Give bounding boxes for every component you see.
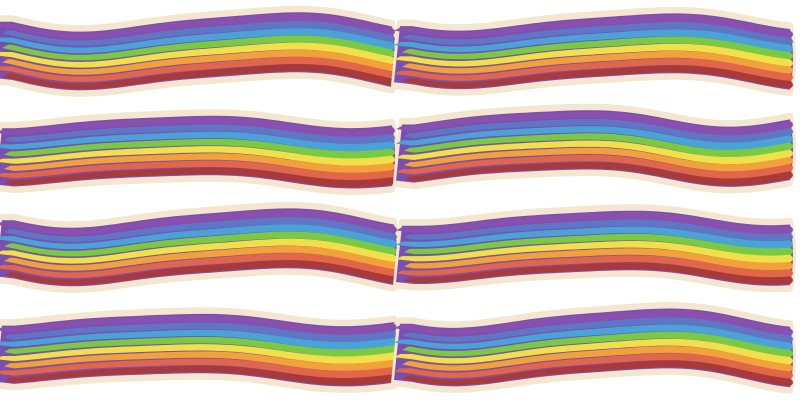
ribbon-stripe xyxy=(396,226,793,249)
rainbow-ribbon-2 xyxy=(391,6,796,97)
ribbon-stripe xyxy=(4,336,397,357)
ribbon-stripe xyxy=(2,49,395,75)
ribbon-stripe xyxy=(402,50,793,75)
ribbon-stripe xyxy=(0,42,395,68)
ribbon-stripe xyxy=(0,160,395,181)
ribbon-stripe xyxy=(4,231,397,257)
ribbon-stripe xyxy=(394,338,793,365)
rainbow-ribbon-7 xyxy=(0,307,400,393)
ribbon-stripe xyxy=(404,262,793,285)
rainbow-ribbon-1 xyxy=(0,5,398,97)
ribbon-stripe xyxy=(0,117,395,137)
ribbon-stripe xyxy=(4,245,397,271)
ribbon-stripe xyxy=(402,317,793,343)
ribbon-stripe xyxy=(394,43,793,67)
ribbon-stripe xyxy=(0,315,397,335)
ribbon-stripe xyxy=(396,212,793,235)
ribbon-stripe xyxy=(396,140,793,165)
ribbon-stripe xyxy=(4,124,395,145)
ribbon-stripe xyxy=(0,146,395,166)
ribbon-stripe xyxy=(2,64,395,90)
ribbon-stripe xyxy=(404,233,793,256)
ribbon-stripe xyxy=(0,209,397,235)
ribbon-stripe xyxy=(404,147,793,172)
ribbon-stripe xyxy=(0,28,395,54)
ribbon-stripe xyxy=(0,13,395,39)
ribbon-stripe xyxy=(396,255,793,278)
ribbon-stripe xyxy=(396,126,793,150)
ribbon-stripe xyxy=(402,65,793,89)
ribbon-stripe xyxy=(396,111,793,136)
ribbon-stripe xyxy=(402,346,793,372)
ribbon-stripe xyxy=(0,224,397,250)
ribbon-stripe xyxy=(394,310,793,336)
ribbon-stripe xyxy=(394,353,793,379)
ribbon-stripe xyxy=(2,35,395,61)
ribbon-stripe xyxy=(396,240,793,264)
ribbon-stripe xyxy=(0,358,397,379)
ribbon-stripe xyxy=(4,138,395,159)
ribbon-stripe xyxy=(2,20,395,46)
ribbon-stripe xyxy=(0,253,397,279)
ribbon-stripe xyxy=(404,248,793,271)
ribbon-stripe xyxy=(4,322,397,343)
ribbon-stripe xyxy=(394,58,793,82)
ribbon-stripe xyxy=(394,324,793,351)
ribbon-stripe xyxy=(4,365,397,386)
ribbon-stripe xyxy=(402,331,793,358)
ribbon-stripe xyxy=(404,133,793,157)
ribbon-stripe xyxy=(4,260,397,286)
rainbow-ribbon-8 xyxy=(391,302,796,394)
ribbon-stripe xyxy=(394,29,793,53)
ribbon-stripe xyxy=(0,329,397,350)
ribbon-stripe xyxy=(4,153,395,173)
ribbon-stripe xyxy=(0,344,397,364)
ribbon-stripe xyxy=(402,22,793,46)
ribbon-stripe xyxy=(404,162,793,186)
ribbon-stripe xyxy=(404,118,793,143)
ribbon-stripe xyxy=(0,238,397,264)
ribbon-stripe xyxy=(0,56,395,82)
rainbow-ribbon-6 xyxy=(393,204,796,293)
ribbon-stripe xyxy=(402,360,793,387)
ribbon-stripe xyxy=(0,131,395,152)
ribbon-stripe xyxy=(404,219,793,242)
ribbon-stripe xyxy=(394,14,793,39)
ribbon-stripe xyxy=(4,217,397,243)
ribbon-stripe xyxy=(4,167,395,188)
ribbon-stripe xyxy=(396,154,793,179)
ribbon-stripe xyxy=(4,351,397,371)
rainbow-ribbon-5 xyxy=(0,201,400,293)
rainbow-ribbon-3 xyxy=(0,109,398,195)
rainbow-ribbon-4 xyxy=(393,103,796,194)
ribbon-stripe xyxy=(402,36,793,60)
